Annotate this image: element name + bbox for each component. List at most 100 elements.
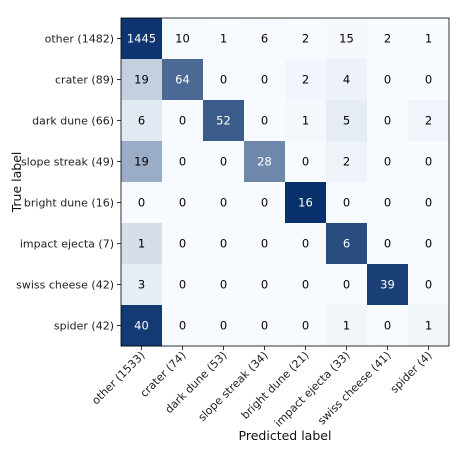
cell-value-label: 0	[220, 155, 227, 169]
cell-value-label: 0	[425, 155, 432, 169]
cell-value-label: 2	[425, 114, 432, 128]
x-tick-label: spider (4)	[388, 349, 435, 396]
y-tick-label: other (1482)	[45, 33, 114, 46]
heatmap-cell	[326, 100, 368, 142]
heatmap-cell	[285, 141, 327, 183]
cell-value-label: 0	[343, 196, 350, 210]
cell-value-label: 0	[179, 278, 186, 292]
cell-value-label: 5	[343, 114, 350, 128]
heatmap-cell	[244, 223, 286, 265]
heatmap-cell	[203, 59, 245, 101]
heatmap-cell	[162, 305, 204, 347]
cell-value-label: 0	[384, 196, 391, 210]
cell-value-label: 0	[425, 196, 432, 210]
cell-value-label: 10	[175, 32, 190, 46]
cell-value-label: 0	[179, 319, 186, 333]
heatmap-cell	[285, 18, 327, 60]
y-tick-label: slope streak (49)	[21, 156, 114, 169]
heatmap-cell	[326, 182, 368, 224]
cell-value-label: 3	[138, 278, 145, 292]
cell-value-label: 0	[261, 278, 268, 292]
cell-value-label: 40	[134, 319, 149, 333]
x-tick-label: slope streak (34)	[196, 349, 271, 424]
heatmap-cell	[326, 59, 368, 101]
heatmap-cell	[203, 18, 245, 60]
y-tick-label: impact ejecta (7)	[20, 238, 114, 251]
heatmap-cell	[326, 18, 368, 60]
heatmap-cell	[408, 59, 450, 101]
cell-value-label: 0	[261, 73, 268, 87]
heatmap-cell	[285, 223, 327, 265]
cell-value-label: 1	[220, 32, 227, 46]
cell-value-label: 1	[425, 319, 432, 333]
heatmap-cell	[244, 18, 286, 60]
x-tick-label: swiss cheese (41)	[315, 349, 393, 427]
cell-value-label: 0	[302, 237, 309, 251]
heatmap-cell	[162, 223, 204, 265]
cell-value-label: 0	[261, 196, 268, 210]
heatmap-cell	[408, 100, 450, 142]
plot-frame	[120, 17, 450, 347]
y-tick-label: swiss cheese (42)	[16, 279, 114, 292]
y-axis-title: True label	[9, 152, 24, 214]
cell-value-label: 1	[343, 319, 350, 333]
cell-value-label: 2	[302, 32, 309, 46]
cell-value-label: 1	[302, 114, 309, 128]
x-tick-label: other (1533)	[89, 349, 147, 407]
heatmap-cell	[162, 100, 204, 142]
cell-value-label: 6	[138, 114, 145, 128]
heatmap-cell	[121, 182, 163, 224]
cell-value-label: 0	[220, 237, 227, 251]
heatmap-cell	[367, 59, 409, 101]
heatmap-cell	[367, 100, 409, 142]
heatmap-cell	[326, 223, 368, 265]
heatmap-cell	[367, 141, 409, 183]
heatmap-cell	[203, 264, 245, 306]
heatmap-cell	[162, 18, 204, 60]
heatmap-cell	[408, 182, 450, 224]
cell-value-label: 0	[220, 73, 227, 87]
heatmap-cell	[285, 59, 327, 101]
cell-value-label: 0	[179, 155, 186, 169]
cell-value-label: 19	[134, 155, 149, 169]
cell-value-label: 1	[425, 32, 432, 46]
heatmap-cell	[121, 223, 163, 265]
cell-value-label: 0	[425, 237, 432, 251]
heatmap-cell	[121, 100, 163, 142]
heatmap-cell	[244, 264, 286, 306]
heatmap-cell	[367, 223, 409, 265]
heatmap-cell	[408, 18, 450, 60]
y-tick-label: crater (89)	[55, 74, 114, 87]
heatmap-cell	[285, 305, 327, 347]
heatmap-cell	[408, 223, 450, 265]
heatmap-cell	[326, 264, 368, 306]
y-axis-ticks: other (1482) crater (89) dark dune (66) slo…	[16, 33, 121, 333]
heatmap-cell	[408, 141, 450, 183]
heatmap-cell	[203, 141, 245, 183]
cell-value-label: 0	[384, 73, 391, 87]
heatmap-cell	[121, 59, 163, 101]
heatmap-cell	[162, 141, 204, 183]
y-tick-label: spider (42)	[54, 320, 114, 333]
heatmap-cell	[367, 18, 409, 60]
heatmap-cell	[244, 141, 286, 183]
cell-value-label: 15	[339, 32, 354, 46]
heatmap-cell	[244, 305, 286, 347]
cell-value-label: 1445	[127, 32, 156, 46]
cell-value-label: 6	[343, 237, 350, 251]
y-tick-label: bright dune (16)	[24, 197, 114, 210]
cell-value-label: 0	[179, 196, 186, 210]
heatmap-cell	[326, 305, 368, 347]
cell-value-label: 0	[384, 237, 391, 251]
heatmap-cell	[285, 182, 327, 224]
cell-value-label: 0	[343, 278, 350, 292]
y-tick-label: dark dune (66)	[32, 115, 114, 128]
x-axis-title: Predicted label	[239, 428, 332, 443]
cell-value-label: 28	[257, 155, 272, 169]
x-tick-label: impact ejecta (33)	[272, 349, 353, 430]
heatmap-cell	[203, 100, 245, 142]
cell-value-label: 0	[220, 196, 227, 210]
cell-value-label: 16	[298, 196, 313, 210]
heatmap-cell	[367, 305, 409, 347]
